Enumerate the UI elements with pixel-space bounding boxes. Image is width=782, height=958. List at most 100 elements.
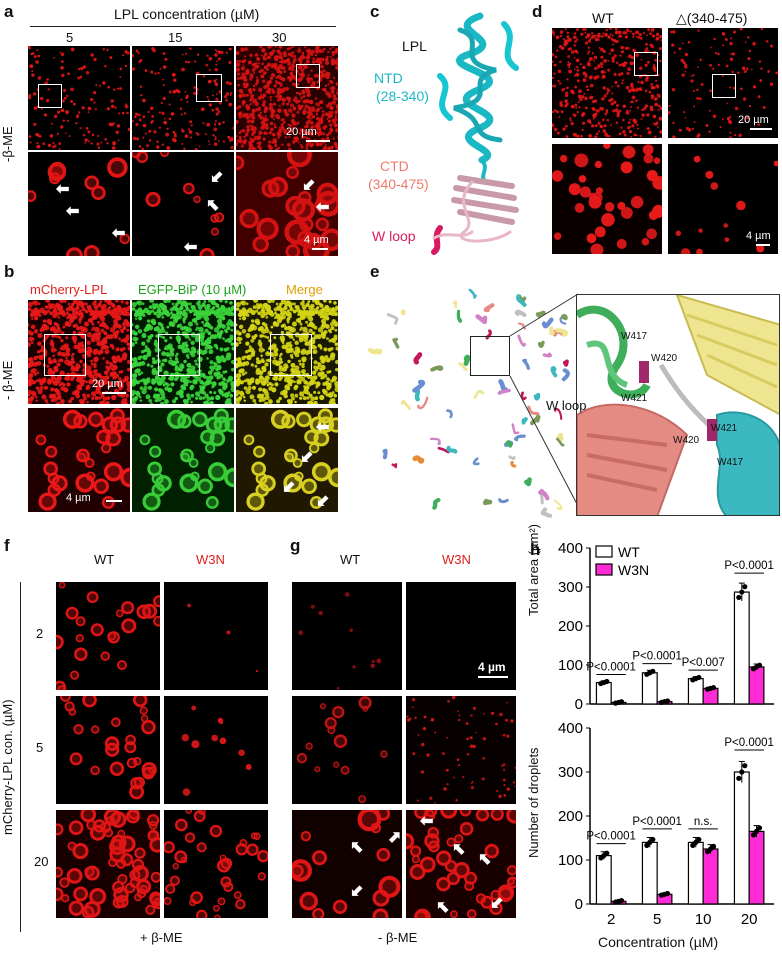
bar-w3n-20 — [748, 666, 765, 705]
panel-e-residue-label: W420 — [673, 435, 700, 446]
panel-e-residue-label: W421 — [711, 423, 738, 434]
bar-wt-5 — [641, 841, 658, 905]
panel-d-col-delta: △(340-475) — [676, 10, 748, 26]
y-tick-label: 200 — [558, 618, 583, 635]
panel-b-mcherry-zoom — [28, 408, 130, 512]
x-tick-label: 10 — [695, 911, 712, 928]
panel-label-d: d — [532, 2, 543, 21]
chart-bottom-ylabel: Number of droplets — [526, 747, 541, 858]
panel-f-w3n-5 — [164, 696, 268, 804]
panel-b-row-label: - β-ME — [0, 360, 15, 400]
panel-f-axis-line — [20, 582, 21, 932]
panel-a-row-label: -β-ME — [0, 126, 15, 162]
panel-b-col-mcherry: mCherry-LPL — [30, 282, 108, 297]
data-point — [739, 589, 745, 595]
panel-a-arrow: ⬅ — [56, 181, 70, 198]
bar-w3n-10 — [702, 848, 719, 905]
bar-wt-10 — [687, 841, 704, 905]
panel-e-wloop: W loop — [546, 398, 587, 413]
panel-b-mcherry-overview — [28, 300, 130, 404]
data-point — [604, 678, 610, 685]
panel-d-scalebar-bottom-label: 4 µm — [746, 230, 771, 242]
panel-g-w3n-5 — [406, 696, 516, 804]
legend-label-w3n: W3N — [618, 562, 649, 578]
data-point — [710, 843, 717, 849]
panel-a-micrograph-15-overview — [132, 46, 234, 150]
panel-g-arrow: ⬉ — [350, 839, 364, 856]
panel-a-micrograph-5-overview — [28, 46, 130, 150]
panel-c-ctd: CTD — [380, 158, 409, 174]
panel-b-scalebar-top — [102, 392, 126, 394]
data-point — [650, 668, 656, 674]
significance-label: P<0.0001 — [632, 651, 682, 663]
y-tick-label: 200 — [558, 808, 583, 825]
panel-b-scalebar-bottom — [106, 500, 122, 502]
panel-a-scalebar-bottom — [312, 248, 328, 250]
bar-wt-2 — [595, 855, 612, 905]
panel-g-wt-5 — [292, 696, 402, 804]
panel-c-protein-structure — [431, 12, 519, 255]
y-tick-label: 300 — [558, 764, 583, 781]
panel-label-c: c — [370, 2, 380, 21]
panel-a-zoom-box-30 — [296, 64, 320, 88]
panel-label-h: h — [530, 540, 541, 559]
x-tick-label: 5 — [653, 911, 661, 928]
panel-b-arrow: ⬋ — [316, 493, 330, 510]
bar-w3n-20 — [748, 830, 765, 905]
panel-a-header-line — [30, 26, 336, 27]
panel-a-arrow: ⬅ — [66, 203, 80, 220]
panel-g-arrow: ⬉ — [452, 841, 466, 858]
panel-a-micrograph-30-zoom — [236, 152, 338, 256]
panel-g-w3n-2 — [406, 582, 516, 690]
bar-wt-20 — [733, 771, 750, 905]
panel-a-scalebar-bottom-label: 4 µm — [304, 234, 329, 246]
panel-g-wt-2 — [292, 582, 402, 690]
panel-d-wt-overview — [552, 28, 662, 138]
data-point — [664, 890, 671, 897]
panel-e-zoom-view: W417 W420 W421 W420 W421 W417 — [576, 294, 780, 516]
data-point — [696, 674, 702, 681]
data-point — [604, 850, 610, 856]
panel-b-zoom-box-egfp — [158, 334, 200, 376]
data-point — [650, 836, 656, 843]
panel-c-ntd: NTD — [374, 70, 403, 86]
panel-b-merge-zoom — [236, 408, 338, 512]
y-tick-label: 0 — [575, 896, 583, 913]
data-point — [756, 825, 763, 831]
chart-xlabel: Concentration (µM) — [598, 934, 719, 950]
panel-g-scalebar — [478, 676, 508, 678]
panel-a-scalebar-top-label: 20 µm — [286, 126, 317, 138]
data-point — [710, 685, 717, 691]
panel-a-col-30: 30 — [272, 30, 287, 45]
panel-f-w3n-20 — [164, 810, 268, 918]
y-tick-label: 0 — [575, 696, 583, 712]
data-point — [753, 828, 760, 834]
significance-label: n.s. — [694, 816, 713, 828]
panel-b-scalebar-bottom-label: 4 µm — [66, 492, 91, 504]
panel-b-egfp-overview — [132, 300, 234, 404]
bar-wt-5 — [641, 672, 658, 705]
panel-b-zoom-box-merge — [270, 334, 312, 376]
panel-a-arrow: ⬋ — [210, 169, 224, 186]
panel-b-scalebar-top-label: 20 µm — [92, 378, 123, 390]
bar-wt-10 — [687, 678, 704, 705]
data-point — [756, 662, 763, 668]
panel-a-arrow: ⬅ — [184, 239, 198, 256]
data-point — [742, 763, 748, 769]
panel-d-delta-zoom — [668, 144, 778, 254]
panel-g-arrow: ⬋ — [350, 883, 364, 900]
y-tick-label: 300 — [558, 579, 583, 596]
panel-g-arrow: ⬉ — [478, 851, 492, 868]
panel-a-micrograph-15-zoom — [132, 152, 234, 256]
y-tick-label: 400 — [558, 720, 583, 737]
chart-top-ylabel: Total area (µm²) — [526, 523, 541, 616]
panel-b-col-egfp: EGFP-BiP (10 µM) — [138, 282, 247, 297]
significance-label: P<0.0001 — [724, 560, 774, 572]
panel-f-row-5: 5 — [36, 740, 44, 755]
panel-c-ctd-range: (340-475) — [368, 176, 429, 192]
panel-a-arrow: ⬅ — [316, 199, 330, 216]
panel-f-wt-2 — [56, 582, 160, 690]
bar-wt-2 — [595, 681, 612, 705]
panel-b-arrow: ⬋ — [282, 479, 296, 496]
significance-label: P<0.007 — [682, 657, 725, 669]
